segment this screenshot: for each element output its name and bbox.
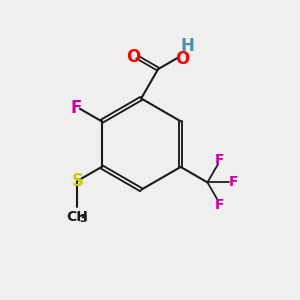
Text: F: F	[215, 198, 224, 212]
Text: S: S	[72, 172, 84, 190]
Text: H: H	[180, 37, 194, 55]
Text: F: F	[228, 176, 238, 189]
Text: F: F	[215, 154, 224, 167]
Text: CH: CH	[67, 210, 88, 224]
Text: F: F	[71, 99, 82, 117]
Text: O: O	[127, 48, 141, 66]
Text: 3: 3	[80, 214, 87, 224]
Text: O: O	[175, 50, 189, 68]
